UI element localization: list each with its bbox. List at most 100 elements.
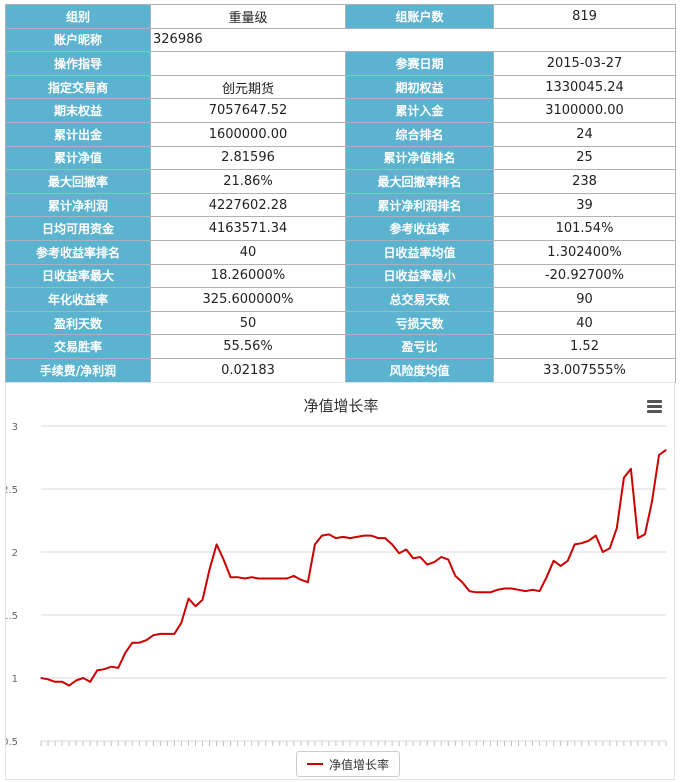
data-point <box>419 556 421 558</box>
data-point <box>517 589 520 591</box>
data-point <box>180 621 183 624</box>
data-point <box>265 577 267 580</box>
field-label: 参考收益率排名 <box>5 239 151 265</box>
field-value: 238 <box>493 169 676 194</box>
info-row: 指定交易商 创元期货 期初权益 1330045.24 <box>5 74 676 100</box>
field-value: 18.26000% <box>150 263 346 289</box>
field-label: 参赛日期 <box>345 51 494 76</box>
data-point <box>138 642 140 644</box>
data-point <box>286 577 288 580</box>
field-value: 1330045.24 <box>493 74 676 100</box>
field-label: 组账户数 <box>345 4 494 29</box>
field-value: 1600000.00 <box>150 121 346 147</box>
data-point <box>433 561 435 563</box>
data-point <box>335 537 337 539</box>
data-point <box>82 677 84 679</box>
data-point <box>377 537 379 539</box>
data-point <box>595 535 597 537</box>
data-point <box>117 667 119 669</box>
field-value: 24 <box>493 121 676 147</box>
info-row: 组别 重量级 组账户数 819 <box>5 4 676 29</box>
field-label: 期初权益 <box>345 74 494 100</box>
field-value: 40 <box>150 239 346 265</box>
account-info-table: 组别 重量级 组账户数 819 账户昵称 326986 操作指导 参赛日期 2015-03-27… <box>5 4 676 383</box>
series-line <box>40 449 667 687</box>
field-value: 25 <box>493 145 676 171</box>
data-point <box>300 579 302 581</box>
data-point <box>623 477 625 479</box>
info-row: 最大回撤率 21.86% 最大回撤率排名 238 <box>5 169 676 194</box>
data-point <box>665 449 667 451</box>
data-point <box>412 557 414 559</box>
data-point <box>173 633 176 635</box>
field-label: 期末权益 <box>5 98 151 123</box>
data-point <box>47 678 49 680</box>
data-point <box>553 560 555 562</box>
info-row: 参考收益率排名 40 日收益率均值 1.302400% <box>5 239 676 265</box>
data-point <box>574 543 576 546</box>
data-point <box>152 634 154 636</box>
hamburger-menu-icon[interactable] <box>647 400 662 413</box>
data-point <box>328 533 330 535</box>
field-label: 组别 <box>5 4 151 29</box>
data-point <box>560 565 562 567</box>
data-point <box>215 543 218 546</box>
data-point <box>531 589 534 591</box>
data-point <box>440 556 442 558</box>
field-label: 指定交易商 <box>5 74 151 100</box>
data-point <box>426 564 428 566</box>
data-point <box>447 558 449 561</box>
field-label: 日收益率最小 <box>345 263 494 289</box>
data-point <box>658 454 660 456</box>
data-point <box>461 581 463 583</box>
data-point <box>201 599 204 601</box>
data-point <box>342 536 344 538</box>
data-point <box>244 577 246 580</box>
data-point <box>391 543 393 546</box>
data-point <box>54 681 56 683</box>
data-point <box>538 590 541 592</box>
data-point <box>187 598 190 600</box>
field-label: 账户昵称 <box>5 27 151 53</box>
info-row: 交易胜率 55.56% 盈亏比 1.52 <box>5 334 676 359</box>
field-label: 手续费/净利润 <box>5 357 151 383</box>
info-row: 账户昵称 326986 <box>5 27 676 53</box>
data-point <box>363 535 365 537</box>
chart-legend[interactable]: 净值增长率 <box>296 751 401 777</box>
data-point <box>581 542 583 544</box>
data-point <box>314 543 316 546</box>
data-point <box>384 537 386 539</box>
data-point <box>307 581 309 583</box>
field-label: 日收益率均值 <box>345 239 494 265</box>
field-value <box>150 51 346 76</box>
field-value: 0.02183 <box>150 357 346 383</box>
data-point <box>496 589 499 591</box>
chart-canvas: 净值增长率 0.5 1 1.5 2 2.5 3 <box>6 397 667 748</box>
data-point <box>40 677 42 679</box>
data-point <box>405 548 407 551</box>
field-label: 总交易天数 <box>345 287 494 312</box>
field-value: 7057647.52 <box>150 98 346 123</box>
data-point <box>272 577 274 580</box>
data-point <box>630 468 632 470</box>
data-point <box>230 576 232 578</box>
field-value: 50 <box>150 310 346 336</box>
data-point <box>159 633 161 635</box>
field-value: 21.86% <box>150 169 346 194</box>
data-point <box>651 501 653 503</box>
data-point <box>510 587 513 590</box>
data-point <box>616 527 618 529</box>
field-label: 亏损天数 <box>345 310 494 336</box>
data-point <box>567 560 569 562</box>
data-point <box>321 535 323 537</box>
field-value: 3100000.00 <box>493 98 676 123</box>
y-tick-label: 2.5 <box>6 485 18 496</box>
data-point <box>293 575 295 577</box>
info-row: 操作指导 参赛日期 2015-03-27 <box>5 51 676 76</box>
field-label: 最大回撤率 <box>5 169 151 194</box>
y-tick-label: 0.5 <box>6 737 18 748</box>
field-value: 819 <box>493 4 676 29</box>
data-point <box>145 639 147 641</box>
info-row: 手续费/净利润 0.02183 风险度均值 33.007555% <box>5 357 676 383</box>
field-label: 累计入金 <box>345 98 494 123</box>
